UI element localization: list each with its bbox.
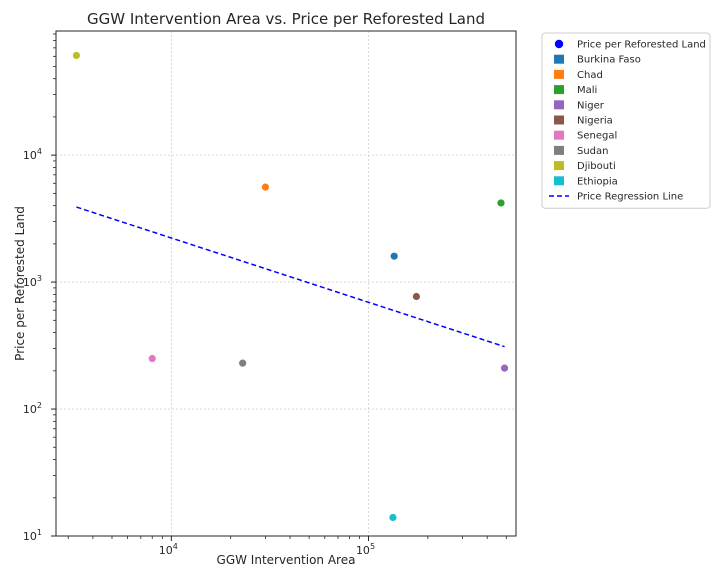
legend-label-regression: Price Regression Line (577, 192, 683, 203)
legend-frame (541, 32, 711, 209)
legend-label-2: Mali (577, 85, 597, 96)
legend-label-1: Chad (577, 70, 603, 81)
legend-label-6: Sudan (577, 146, 609, 157)
legend-marker-4 (554, 115, 564, 125)
plot-area (55, 30, 517, 537)
x-tick-label-1: 105 (356, 542, 375, 557)
legend-label-4: Nigeria (577, 116, 613, 127)
grid-layer (56, 31, 516, 537)
point-nigeria (412, 292, 421, 301)
legend-marker-1 (554, 69, 564, 79)
legend-label-3: Niger (577, 100, 605, 111)
legend-label-title: Price per Reforested Land (577, 40, 706, 51)
legend-label-8: Ethiopia (577, 176, 618, 187)
legend-marker-6 (554, 145, 564, 155)
point-djibouti (72, 51, 81, 60)
legend-label-7: Djibouti (577, 161, 616, 172)
point-mali (497, 199, 505, 207)
legend-marker-title (554, 39, 564, 49)
legend-marker-0 (554, 54, 564, 64)
points-layer (72, 51, 509, 522)
legend-marker-3 (554, 100, 564, 110)
point-niger (500, 364, 509, 372)
legend-label-5: Senegal (577, 131, 617, 142)
legend-label-0: Burkina Faso (577, 55, 641, 66)
legend: Price per Reforested Land Burkina Faso Cha… (541, 32, 711, 209)
y-tick-label-3: 104 (23, 147, 42, 162)
y-axis-label: Price per Reforested Land (13, 206, 27, 361)
legend-marker-7 (554, 161, 564, 171)
y-tick-label-0: 101 (23, 528, 42, 543)
point-ethiopia (389, 513, 397, 522)
point-senegal (148, 354, 156, 363)
x-tick-label-0: 104 (159, 542, 178, 557)
legend-marker-2 (554, 85, 564, 95)
x-axis-label: GGW Intervention Area (217, 553, 356, 567)
point-sudan (239, 359, 247, 367)
point-burkina-faso (390, 252, 398, 260)
chart-title: GGW Intervention Area vs. Price per Refo… (87, 10, 485, 28)
y-tick-label-1: 102 (23, 401, 42, 416)
regression-layer (76, 206, 505, 348)
point-chad (261, 183, 270, 191)
legend-marker-8 (554, 176, 564, 186)
regression-line (76, 206, 505, 348)
legend-marker-5 (554, 130, 564, 140)
